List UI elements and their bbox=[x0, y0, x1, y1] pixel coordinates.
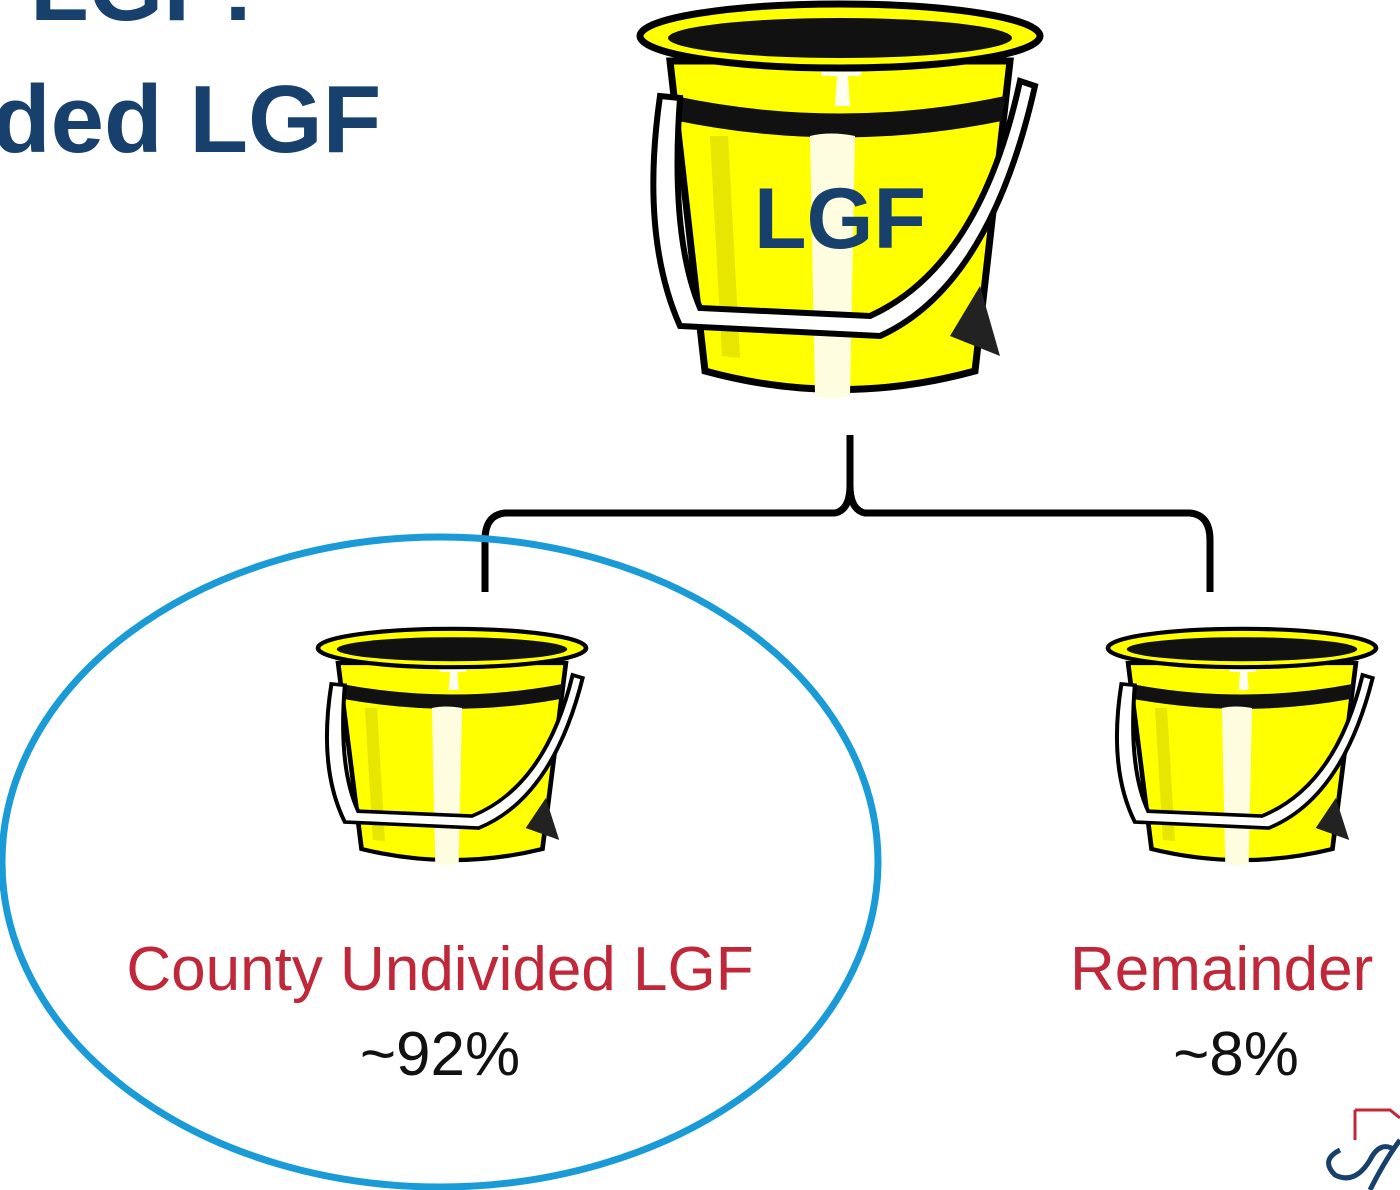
highlight-ellipse bbox=[0, 533, 882, 1190]
branch-share: ~8% bbox=[1173, 1020, 1299, 1089]
bucket-label: LGF bbox=[754, 171, 926, 267]
logo bbox=[1326, 1108, 1400, 1190]
branch-share: ~92% bbox=[360, 1020, 520, 1089]
branch-label: County Undivided LGF bbox=[126, 935, 753, 1004]
title-line: ded LGF bbox=[0, 66, 381, 173]
connector bbox=[481, 435, 1214, 592]
title-line: LGF: bbox=[30, 0, 254, 41]
bucket-icon bbox=[1108, 629, 1376, 865]
bucket-icon bbox=[318, 629, 586, 865]
branch-label: Remainder bbox=[1070, 935, 1373, 1004]
